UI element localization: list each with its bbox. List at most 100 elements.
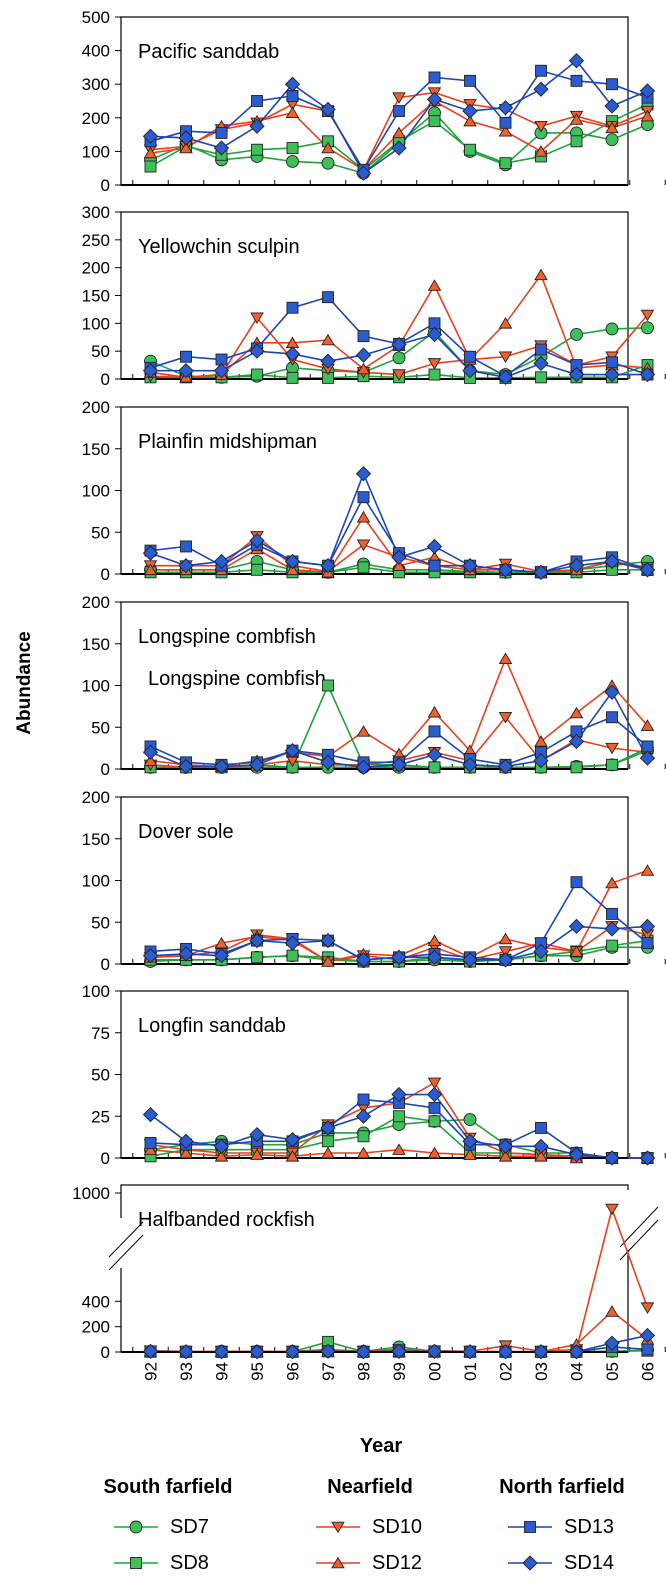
point-sd12 (143, 146, 158, 159)
point-sd12 (250, 1148, 264, 1160)
y-tick-label: 100 (82, 872, 110, 891)
panel-0: 0 100 200 300 400 500 Pacific sanddab (82, 8, 666, 195)
point-sd14 (426, 1343, 443, 1360)
point-sd12 (498, 124, 513, 137)
point-sd13 (464, 350, 476, 363)
point-sd14 (178, 558, 194, 574)
point-sd14 (639, 1327, 656, 1344)
y-tick-label: 0 (101, 760, 110, 779)
point-sd13 (606, 711, 618, 724)
point-sd14 (533, 943, 549, 960)
point-sd12 (534, 145, 548, 157)
point-sd12 (640, 719, 655, 731)
point-sd13 (535, 343, 547, 356)
axis-break-mark (108, 1234, 144, 1271)
point-sd13 (357, 491, 370, 504)
point-sd14 (391, 336, 407, 353)
point-sd14 (568, 1147, 585, 1163)
point-sd14 (213, 363, 230, 379)
x-tick-label: 93 (177, 1362, 196, 1381)
y-tick-label: 150 (82, 635, 110, 654)
point-sd10 (640, 1302, 655, 1314)
point-sd14 (249, 932, 265, 949)
point-sd14 (426, 538, 443, 555)
point-sd8 (570, 761, 583, 774)
point-sd8 (357, 561, 370, 574)
x-tick-label: 00 (426, 1362, 445, 1381)
y-tick-label: 50 (91, 718, 110, 737)
point-sd8 (144, 160, 157, 173)
point-sd14 (284, 1131, 301, 1148)
point-sd8 (428, 115, 441, 128)
y-tick-label: 200 (82, 109, 110, 128)
point-sd14 (178, 946, 194, 962)
legend-label-sd10: SD10 (372, 1516, 422, 1538)
point-sd7 (286, 155, 299, 168)
point-sd8 (251, 563, 263, 576)
legend-label-sd14: SD14 (564, 1552, 614, 1574)
point-sd14 (391, 1086, 407, 1103)
y-tick-label: 200 (82, 593, 110, 612)
point-sd14 (249, 1344, 265, 1360)
point-sd13 (641, 1343, 654, 1356)
point-sd12 (498, 317, 513, 329)
point-sd14 (391, 757, 407, 773)
legend-marker-sd13 (524, 1521, 536, 1533)
point-sd13 (535, 64, 547, 77)
x-tick-label: 03 (532, 1362, 551, 1381)
point-sd12 (392, 1143, 406, 1155)
point-sd14 (355, 347, 372, 363)
point-sd12 (321, 333, 335, 346)
point-sd14 (533, 564, 549, 580)
point-sd12 (534, 268, 548, 281)
point-sd14 (213, 140, 230, 156)
point-sd13 (535, 1121, 547, 1134)
point-sd12 (463, 1148, 477, 1160)
x-tick-label: 01 (461, 1362, 480, 1381)
point-sd13 (286, 301, 299, 314)
point-sd14 (355, 466, 372, 482)
point-sd14 (639, 83, 656, 99)
point-sd14 (462, 1344, 478, 1360)
point-sd14 (533, 1344, 549, 1360)
point-sd10 (392, 369, 406, 381)
point-sd14 (249, 757, 265, 773)
point-sd14 (426, 326, 443, 343)
y-tick-label: 75 (91, 1024, 110, 1043)
legend-label-sd12: SD12 (372, 1552, 422, 1574)
legend-marker-sd8 (130, 1557, 142, 1569)
point-sd14 (462, 363, 478, 379)
x-tick-labels: 92 93 94 95 96 97 98 99 00 01 02 03 04 05 06 (142, 1362, 658, 1381)
y-tick-label: 150 (82, 830, 110, 849)
point-sd14 (426, 949, 443, 965)
point-sd7 (605, 322, 619, 336)
point-sd14 (604, 1150, 620, 1166)
panel-title: Yellowchin sculpin (138, 236, 300, 258)
point-sd8 (251, 143, 263, 156)
point-sd13 (606, 356, 618, 369)
panel-title: Pacific sanddab (138, 41, 279, 63)
point-sd7 (463, 1113, 477, 1127)
y-tick-label: 100 (82, 982, 110, 1001)
point-sd14 (355, 1108, 372, 1124)
point-sd14 (178, 1133, 194, 1149)
point-sd14 (568, 558, 585, 574)
point-sd14 (391, 949, 407, 965)
point-sd14 (462, 103, 478, 119)
point-sd14 (462, 757, 478, 773)
point-sd12 (321, 141, 335, 154)
point-sd12 (321, 1146, 335, 1159)
panel-title: Longspine combfish (138, 626, 316, 648)
point-sd8 (464, 143, 476, 156)
y-tick-label: 200 (82, 788, 110, 807)
point-sd14 (320, 353, 336, 369)
legend-group-title: South farfield (104, 1476, 233, 1498)
point-sd14 (142, 1343, 159, 1360)
point-sd8 (428, 368, 441, 381)
point-sd14 (284, 742, 301, 759)
point-sd12 (143, 754, 158, 766)
point-sd12 (427, 1146, 442, 1159)
point-sd12 (356, 725, 371, 737)
point-sd12 (605, 1305, 619, 1317)
